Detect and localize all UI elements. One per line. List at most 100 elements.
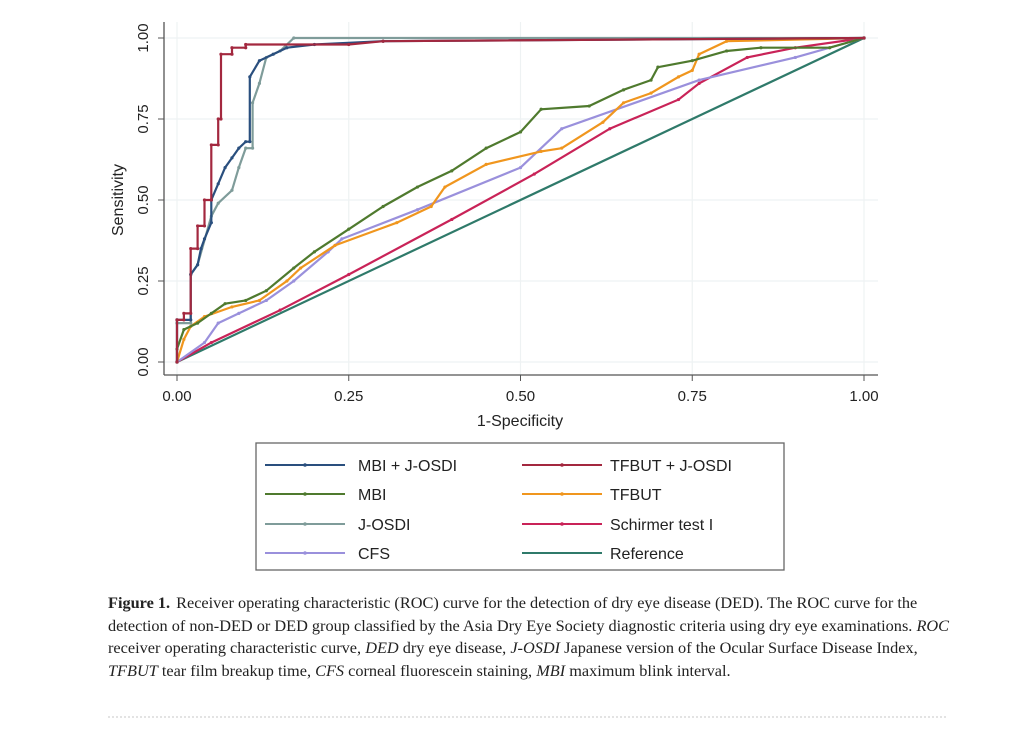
- series-line-mbi: [175, 36, 865, 362]
- legend-label-mbi: MBI: [358, 487, 386, 504]
- data-point-mbi: [244, 298, 248, 303]
- roc-chart: 0.00 0.25 0.50 0.75 1.00 0.00 0.25 0.50 0.75 1.00…: [110, 22, 879, 571]
- data-point-schirmer-test-i: [745, 55, 749, 60]
- data-point-cfs: [697, 78, 701, 82]
- legend-label-tfbut: TFBUT: [610, 487, 662, 504]
- data-point-tfbut: [443, 185, 447, 189]
- y-tick-label: 0.25: [135, 266, 152, 295]
- legend-marker: [303, 492, 307, 496]
- data-point-tfbut-j-osdi: [862, 36, 866, 40]
- data-point-tfbut-j-osdi: [209, 143, 213, 147]
- data-point-j-osdi: [257, 81, 262, 85]
- data-point-tfbut: [257, 298, 262, 303]
- data-point-schirmer-test-i: [697, 81, 701, 85]
- data-point-tfbut-j-osdi: [230, 52, 234, 56]
- data-point-mbi-j-osdi: [202, 237, 207, 241]
- caption-text: Receiver operating characteristic (ROC) …: [108, 593, 949, 680]
- data-point-tfbut: [182, 337, 186, 341]
- caption-segment: tear film breakup time,: [157, 660, 316, 680]
- series-line-reference: [176, 37, 865, 363]
- data-point-tfbut-j-osdi: [216, 143, 220, 147]
- data-point-mbi: [539, 107, 543, 111]
- data-point-schirmer-test-i: [532, 172, 536, 176]
- y-tick-label: 0.75: [135, 104, 152, 133]
- data-point-mbi: [725, 49, 729, 53]
- data-point-mbi: [209, 311, 213, 315]
- x-tick-label: 0.25: [334, 388, 363, 405]
- legend-label-j-osdi: J-OSDI: [358, 517, 410, 534]
- data-point-tfbut: [676, 75, 681, 79]
- x-tick-label: 0.00: [162, 388, 191, 405]
- data-point-j-osdi: [250, 146, 255, 150]
- data-point-mbi-j-osdi: [237, 146, 241, 150]
- series-line-schirmer-test-i: [176, 36, 865, 363]
- figure-caption: Figure 1. Receiver operating characterist…: [108, 592, 958, 682]
- y-tick-label: 0.50: [135, 185, 152, 214]
- figure-label: Figure 1.: [108, 593, 171, 612]
- legend-marker: [303, 522, 307, 526]
- data-point-j-osdi: [216, 201, 220, 205]
- data-point-tfbut: [725, 39, 729, 43]
- data-point-cfs: [518, 166, 523, 170]
- data-point-tfbut-j-osdi: [244, 46, 248, 50]
- data-point-tfbut: [230, 305, 234, 309]
- data-point-tfbut: [697, 52, 701, 56]
- data-point-cfs: [202, 340, 207, 345]
- caption-abbreviation: MBI: [536, 660, 566, 680]
- data-point-schirmer-test-i: [450, 217, 454, 222]
- data-point-mbi-j-osdi: [248, 140, 252, 144]
- data-point-mbi: [759, 46, 763, 50]
- data-point-mbi: [347, 227, 351, 231]
- data-point-mbi: [223, 302, 227, 306]
- data-point-mbi-j-osdi: [209, 221, 213, 225]
- data-point-tfbut-j-osdi: [244, 42, 248, 47]
- data-point-mbi-j-osdi: [285, 46, 289, 50]
- caption-abbreviation: ROC: [916, 615, 949, 635]
- legend-label-reference: Reference: [610, 546, 684, 563]
- data-point-cfs: [216, 321, 220, 325]
- ticks: 0.00 0.25 0.50 0.75 1.00 0.00 0.25 0.50 0.75 1.00: [135, 23, 879, 405]
- data-point-tfbut-j-osdi: [182, 318, 186, 322]
- data-point-j-osdi: [189, 321, 193, 325]
- x-tick-label: 1.00: [849, 388, 878, 405]
- legend-label-tfbut-j-osdi: TFBUT + J-OSDI: [610, 458, 732, 475]
- legend-marker: [560, 522, 564, 526]
- data-point-cfs: [264, 298, 268, 303]
- legend-label-cfs: CFS: [358, 546, 390, 563]
- data-point-mbi: [656, 65, 660, 69]
- data-point-mbi: [182, 328, 186, 332]
- caption-abbreviation: DED: [365, 638, 399, 657]
- data-point-tfbut: [299, 266, 303, 270]
- data-point-tfbut-j-osdi: [202, 224, 207, 228]
- series-lines: [175, 36, 866, 364]
- caption-segment: corneal fluorescein staining,: [344, 660, 537, 680]
- data-point-j-osdi: [230, 188, 234, 192]
- data-point-mbi-j-osdi: [189, 318, 193, 322]
- data-point-mbi-j-osdi: [199, 247, 203, 251]
- legend-marker: [560, 492, 564, 496]
- data-point-mbi: [264, 289, 268, 293]
- data-point-tfbut: [395, 221, 399, 225]
- data-point-tfbut: [621, 101, 626, 105]
- data-point-cfs: [415, 208, 420, 212]
- data-point-mbi-j-osdi: [196, 263, 200, 267]
- caption-segment: receiver operating characteristic curve,: [108, 638, 366, 657]
- y-tick-label: 1.00: [135, 23, 152, 52]
- caption-segment: maximum blink interval.: [565, 660, 731, 680]
- data-point-tfbut-j-osdi: [175, 360, 179, 364]
- data-point-mbi: [828, 46, 832, 50]
- data-point-cfs: [292, 279, 296, 283]
- data-point-tfbut-j-osdi: [189, 247, 193, 251]
- series-line-mbi-j-osdi: [175, 36, 865, 362]
- data-point-tfbut-j-osdi: [216, 117, 220, 121]
- divider: [108, 716, 946, 718]
- data-point-j-osdi: [250, 101, 255, 105]
- data-point-tfbut-j-osdi: [175, 318, 179, 322]
- data-point-tfbut: [333, 243, 337, 247]
- data-point-mbi: [484, 146, 488, 150]
- data-point-cfs: [793, 55, 797, 60]
- data-point-tfbut-j-osdi: [182, 311, 186, 315]
- data-point-tfbut: [285, 279, 289, 283]
- data-point-tfbut: [649, 91, 653, 95]
- data-point-schirmer-test-i: [608, 127, 612, 131]
